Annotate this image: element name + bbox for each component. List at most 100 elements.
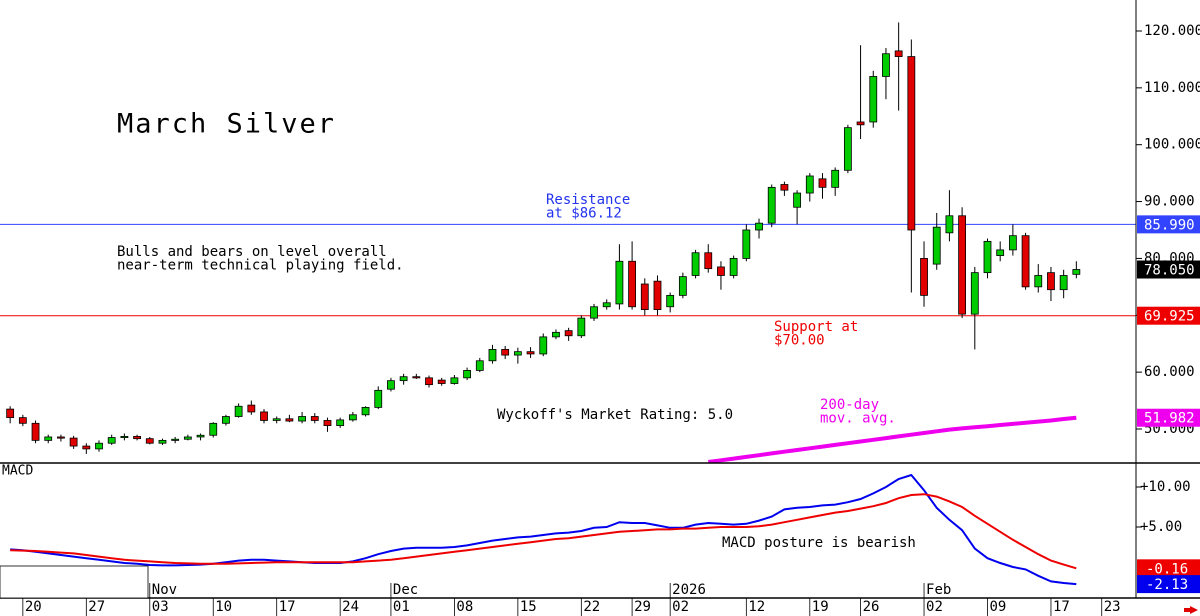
- candle-body: [983, 240, 992, 274]
- x-tick-label: 10: [215, 599, 232, 615]
- y-tick-label: 90.000: [1144, 194, 1195, 210]
- price-tag-label: 78.050: [1144, 263, 1195, 279]
- macd-line: [10, 473, 1077, 586]
- candle-body: [780, 184, 789, 191]
- candle-body: [57, 436, 65, 439]
- y-tick-label: 60.000: [1144, 364, 1195, 380]
- y-tick-label: 120.000: [1144, 23, 1200, 39]
- candle-body: [412, 376, 421, 379]
- candle-body: [767, 186, 776, 224]
- annotation: Wyckoff's Market Rating: 5.0: [497, 407, 733, 423]
- candle-body: [196, 434, 205, 438]
- candle-body: [399, 376, 408, 382]
- candle-body: [247, 404, 256, 413]
- value-tag: [1137, 575, 1200, 594]
- annotation: MACD posture is bearish: [722, 535, 916, 551]
- x-tick-label: 08: [456, 599, 473, 615]
- annotation: at $86.12: [546, 206, 622, 222]
- candle-body: [653, 280, 662, 310]
- candle-body: [704, 252, 713, 270]
- candle-body: [843, 127, 852, 171]
- x-tick-label: 26: [863, 599, 880, 615]
- candle-body: [882, 53, 890, 77]
- candle-body: [831, 169, 840, 188]
- annotation: near-term technical playing field.: [117, 258, 404, 274]
- candle-body: [69, 437, 78, 447]
- x-tick-label: 22: [583, 599, 600, 615]
- candle-body: [755, 222, 763, 231]
- candle-body: [932, 226, 941, 265]
- price-tag: [1137, 408, 1200, 427]
- macd-line: [10, 493, 1077, 570]
- annotation: mov. avg.: [820, 411, 896, 427]
- x-tick-label: 19: [812, 599, 829, 615]
- candle-body: [260, 411, 268, 421]
- value-tag: [1137, 559, 1200, 578]
- candle-body: [475, 360, 484, 371]
- candle-body: [437, 379, 446, 384]
- scroll-arrow[interactable]: [1184, 606, 1198, 614]
- candle-body: [387, 380, 395, 390]
- x-tick-label: 09: [989, 599, 1006, 615]
- annotation: $70.00: [774, 333, 825, 349]
- value-tag-label: -0.16: [1146, 561, 1188, 577]
- candle-body: [805, 175, 814, 194]
- x-tick-label: 29: [634, 599, 651, 615]
- candle-body: [793, 192, 802, 208]
- candle-body: [1021, 235, 1030, 288]
- x-tick-label: 20: [25, 599, 42, 615]
- candle-body: [323, 420, 332, 426]
- x-tick-label: 27: [88, 599, 105, 615]
- candle-body: [348, 414, 357, 421]
- price-tag: [1137, 260, 1200, 279]
- candle-body: [1008, 235, 1017, 251]
- candle-body: [666, 294, 675, 308]
- annotation: Resistance: [546, 192, 630, 208]
- price-tag-label: 85.990: [1144, 217, 1195, 233]
- candle-body: [513, 351, 522, 356]
- candle-body: [958, 215, 967, 315]
- candle-body: [1047, 272, 1055, 291]
- candle-body: [564, 330, 573, 337]
- candle-body: [1059, 275, 1068, 291]
- candle-body: [145, 438, 154, 444]
- candle-body: [742, 229, 751, 259]
- candle-body: [361, 406, 370, 416]
- candle-body: [272, 418, 281, 421]
- candle-body: [856, 121, 865, 126]
- candle-body: [996, 249, 1005, 256]
- x-tick-label: 17: [279, 599, 296, 615]
- x-tick-label: 23: [1104, 599, 1121, 615]
- candle-body: [818, 178, 827, 188]
- x-tick-label: 02: [672, 599, 689, 615]
- candle-body: [107, 437, 116, 444]
- candle-body: [336, 419, 345, 426]
- candle-body: [158, 439, 167, 444]
- candle-body: [590, 306, 598, 319]
- candle-body: [501, 348, 510, 356]
- candle-body: [18, 417, 27, 424]
- candle-body: [310, 416, 319, 421]
- candle-body: [171, 438, 180, 441]
- candle-body: [6, 408, 15, 419]
- price-tag-label: 51.982: [1144, 411, 1195, 427]
- candle-body: [526, 351, 535, 355]
- readout-box: [0, 565, 149, 599]
- x-tick-label: 01: [393, 599, 410, 615]
- price-tag: [1137, 306, 1200, 325]
- candle-body: [298, 416, 306, 422]
- candle-body: [920, 258, 928, 296]
- candle-body: [907, 56, 916, 231]
- annotation: Support at: [774, 319, 858, 335]
- month-label: Nov: [152, 582, 177, 598]
- candle-body: [425, 377, 433, 386]
- month-label: Feb: [926, 582, 951, 598]
- macd-panel: [10, 473, 1077, 586]
- y-tick-label: 110.000: [1144, 80, 1200, 96]
- y-tick-label: +5.00: [1140, 519, 1182, 535]
- candle-body: [717, 266, 725, 276]
- month-label: Dec: [393, 582, 418, 598]
- candle-body: [31, 422, 40, 441]
- y-tick-label: +10.00: [1140, 479, 1191, 495]
